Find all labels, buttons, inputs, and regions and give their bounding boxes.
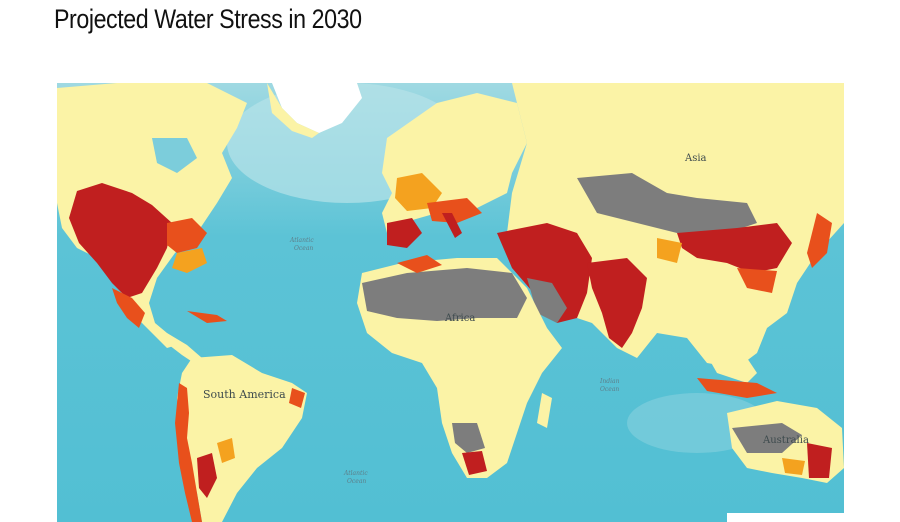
indonesia [697, 378, 777, 398]
caribbean [187, 311, 227, 323]
label-indian-line2: Ocean [600, 386, 619, 393]
north-africa-stress [397, 255, 442, 273]
southern-africa-stress [462, 451, 487, 475]
australia-east-stress [807, 443, 832, 478]
hudson-bay [152, 138, 197, 173]
iberia-extreme [387, 218, 422, 248]
label-south-america: South America [203, 388, 286, 401]
map-title: Projected Water Stress in 2030 [54, 4, 362, 34]
southern-africa-arid [452, 423, 485, 453]
central-america [167, 333, 202, 365]
label-atlantic-north-line1: Atlantic [289, 237, 314, 244]
andes-stress [175, 383, 202, 522]
se-asia [697, 338, 757, 383]
label-australia: Australia [762, 435, 809, 446]
italy-stress [442, 213, 462, 238]
china-extreme [677, 223, 792, 273]
label-atlantic-south-line1: Atlantic [343, 470, 368, 477]
brazil-east-stress [289, 388, 305, 408]
madagascar [537, 393, 552, 428]
label-asia: Asia [684, 153, 707, 164]
europe-stress-west [395, 173, 442, 211]
us-medium-stress [172, 248, 207, 273]
greenland-edge [267, 83, 319, 138]
asia-medium [657, 238, 682, 263]
map-canvas: Asia South America Africa Australia Atla… [57, 83, 844, 522]
map-corner [727, 513, 844, 522]
central-asia-arid [577, 173, 757, 233]
europe-stress-south [427, 198, 482, 223]
australia-south-medium [782, 458, 805, 475]
argentina-medium [217, 438, 235, 463]
us-high-stress [167, 218, 207, 253]
sahara-arid [362, 268, 527, 321]
india-extreme [587, 258, 647, 348]
label-atlantic-south-line2: Ocean [347, 478, 366, 485]
label-atlantic-north-line2: Ocean [294, 245, 313, 252]
label-indian-line1: Indian [599, 378, 620, 385]
china-high [737, 268, 777, 293]
chile-extreme [197, 453, 217, 498]
japan [807, 213, 832, 268]
us-extreme-stress [69, 183, 172, 298]
middle-east-extreme [497, 223, 592, 323]
label-africa: Africa [444, 313, 475, 324]
water-stress-map: Asia South America Africa Australia Atla… [57, 83, 844, 522]
mexico-stress [112, 288, 145, 328]
australia-arid [732, 423, 802, 453]
